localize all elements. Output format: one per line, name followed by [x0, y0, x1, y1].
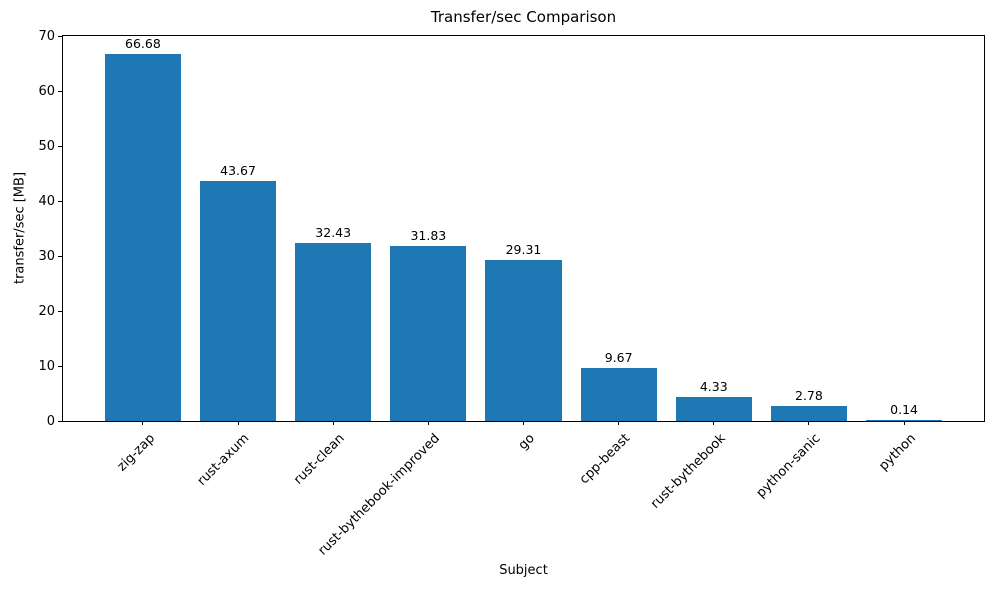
x-tick-mark	[332, 421, 334, 425]
y-tick-label: 20	[38, 303, 55, 319]
x-tick-mark	[427, 421, 429, 425]
bar-go	[485, 259, 562, 421]
bar-zig-zap	[104, 54, 181, 421]
y-tick-mark	[58, 200, 62, 202]
x-tick-mark	[713, 421, 715, 425]
y-tick-mark	[58, 35, 62, 37]
bar-value-label: 66.68	[125, 36, 161, 52]
bar-rust-axum	[200, 180, 277, 421]
y-axis-label: transfer/sec [MB]	[12, 171, 28, 285]
bar-cpp-beast	[580, 367, 657, 421]
y-tick-mark	[58, 420, 62, 422]
x-tick-label: zig-zap	[114, 431, 158, 475]
y-tick-label: 10	[38, 358, 55, 374]
bar-value-label: 2.78	[795, 387, 823, 403]
plot-area: 0 10 20 30 40 50 60 70 66.68 zig-zap 43.67 rust-axu…	[38, 29, 985, 558]
x-tick-mark	[618, 421, 620, 425]
bar-value-label: 29.31	[505, 241, 542, 257]
y-tick-mark	[58, 310, 62, 312]
bar-python	[866, 420, 943, 421]
bar-rust-bythebook-improved	[390, 245, 467, 421]
y-tick-mark	[58, 90, 62, 92]
bar-rust-bythebook	[675, 397, 752, 421]
bar-value-label: 4.33	[699, 379, 728, 395]
x-tick-label: python-sanic	[753, 431, 824, 501]
y-tick-mark	[58, 255, 62, 257]
y-tick-label: 40	[38, 193, 55, 209]
x-tick-label: cpp-beast	[577, 431, 634, 488]
x-tick-label: python	[875, 431, 919, 474]
bar-value-label: 9.67	[604, 349, 633, 365]
bar-value-label: 43.67	[220, 162, 256, 178]
chart-title: Transfer/sec Comparison	[430, 8, 617, 26]
y-tick-label: 70	[38, 28, 55, 44]
bar-rust-clean	[295, 242, 372, 421]
y-tick-label: 0	[46, 413, 55, 429]
x-tick-mark	[903, 421, 905, 425]
bar-python-sanic	[770, 405, 847, 421]
x-tick-mark	[237, 421, 239, 425]
x-tick-mark	[142, 421, 144, 425]
x-tick-mark	[808, 421, 810, 425]
y-tick-label: 60	[38, 83, 55, 99]
x-tick-label: go	[516, 431, 539, 454]
y-tick-mark	[58, 365, 62, 367]
bar-value-label: 32.43	[315, 224, 352, 240]
x-axis-label: Subject	[499, 563, 548, 578]
y-tick-label: 30	[38, 248, 55, 264]
bar-value-label: 0.14	[890, 402, 918, 417]
y-tick-label: 50	[38, 138, 55, 154]
x-tick-label: rust-clean	[291, 431, 348, 488]
y-tick-mark	[58, 145, 62, 147]
x-tick-label: rust-axum	[194, 431, 253, 489]
bar-value-label: 31.83	[410, 227, 447, 243]
x-tick-label: rust-bythebook	[647, 431, 729, 512]
x-tick-mark	[523, 421, 524, 425]
